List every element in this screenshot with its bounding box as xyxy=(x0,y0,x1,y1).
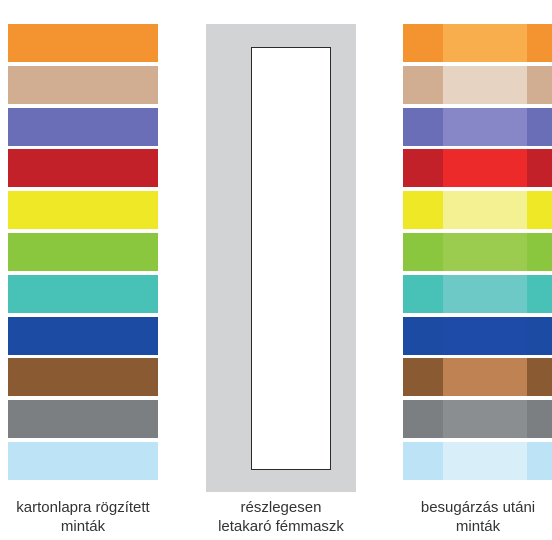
swatch-royal-blue xyxy=(8,316,158,355)
irradiated-swatch-tan xyxy=(403,65,552,104)
exposed-region xyxy=(443,24,527,62)
irradiated-swatch-brown xyxy=(403,358,552,397)
caption-original-line1: kartonlapra rögzített xyxy=(16,499,150,516)
irradiated-swatch-orange xyxy=(403,24,552,62)
irradiated-swatch-royal-blue xyxy=(403,316,552,355)
mask-window xyxy=(251,47,331,470)
irradiated-swatch-teal xyxy=(403,274,552,313)
swatch-gray xyxy=(8,400,158,439)
swatch-orange xyxy=(8,24,158,62)
exposed-region xyxy=(443,400,527,439)
caption-irradiated-line2: minták xyxy=(455,518,501,535)
irradiated-swatch-blue-violet xyxy=(403,107,552,146)
irradiated-swatch-green xyxy=(403,232,552,271)
irradiated-swatch-gray xyxy=(403,400,552,439)
exposed-region xyxy=(443,191,527,230)
swatch-light-blue xyxy=(8,441,158,480)
exposed-region xyxy=(443,358,527,397)
exposed-region xyxy=(443,65,527,104)
exposed-region xyxy=(443,441,527,480)
caption-irradiated-line1: besugárzás utáni xyxy=(420,499,536,516)
swatch-teal xyxy=(8,274,158,313)
caption-original-line2: minták xyxy=(60,518,106,535)
irradiated-swatch-red xyxy=(403,149,552,188)
exposed-region xyxy=(443,232,527,271)
caption-irradiated-samples: besugárzás utáni minták xyxy=(388,498,552,536)
exposed-region xyxy=(443,149,527,188)
exposed-region xyxy=(443,107,527,146)
swatch-green xyxy=(8,232,158,271)
exposed-region xyxy=(443,316,527,355)
irradiated-swatch-light-blue xyxy=(403,441,552,480)
metal-mask xyxy=(206,24,356,492)
swatch-red xyxy=(8,149,158,188)
swatch-tan xyxy=(8,65,158,104)
caption-original-samples: kartonlapra rögzített minták xyxy=(0,498,173,536)
swatch-brown xyxy=(8,358,158,397)
swatch-blue-violet xyxy=(8,107,158,146)
exposed-region xyxy=(443,274,527,313)
caption-mask-line2: letakaró fémmaszk xyxy=(218,518,344,535)
original-swatch-stack xyxy=(8,24,158,484)
caption-metal-mask: részlegesen letakaró fémmaszk xyxy=(191,498,371,536)
irradiated-swatch-yellow xyxy=(403,191,552,230)
caption-mask-line1: részlegesen xyxy=(240,499,322,516)
irradiated-swatch-stack xyxy=(403,24,552,484)
swatch-yellow xyxy=(8,191,158,230)
